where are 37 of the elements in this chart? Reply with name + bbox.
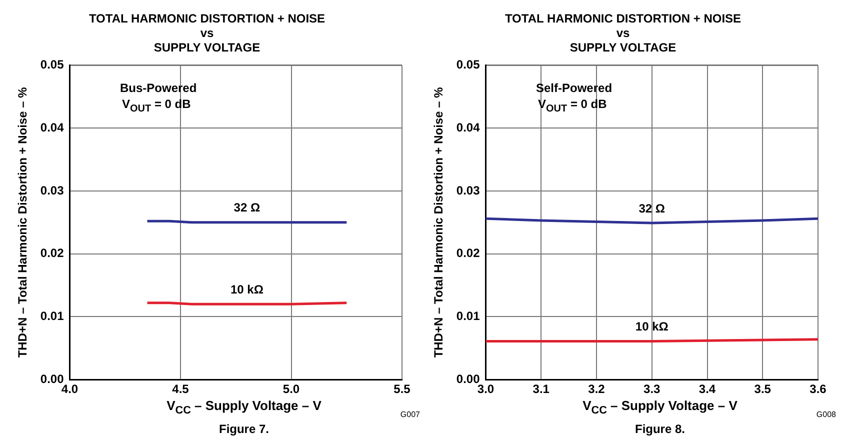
y-tick-label: 0.01 [456, 309, 480, 324]
x-tick-label: 3.2 [588, 382, 606, 396]
x-tick-label: 3.1 [532, 382, 550, 396]
annotation: Self-Powered [536, 80, 612, 96]
y-tick-label: 0.01 [40, 309, 64, 324]
y-axis-title: THD+N – Total Harmonic Distortion + Noise – % [16, 86, 30, 358]
series-label: 32 Ω [234, 200, 260, 215]
series-label: 10 kΩ [635, 320, 669, 334]
y-tick-label: 0.05 [40, 58, 64, 72]
annotation: Bus-Powered [120, 80, 197, 96]
text: G007 [400, 410, 420, 419]
y-axis-title: THD+N – Total Harmonic Distortion + Noise – % [432, 86, 446, 358]
y-tick-label: 0.04 [40, 120, 64, 134]
chart-title: TOTAL HARMONIC DISTORTION + NOISE vs SUPPLY VOLTAGE [504, 12, 742, 54]
x-tick-label: 3.6 [810, 382, 827, 396]
x-axis-title: V$_{CC}$ – Supply Voltage – V [582, 398, 738, 417]
annotation: V$_{OUT}$ = 0 dB [537, 96, 608, 116]
annotation: V$_{OUT}$ = 0 dB [121, 96, 192, 116]
text: G008 [816, 410, 836, 419]
chart-title: TOTAL HARMONIC DISTORTION + NOISE vs SUPPLY VOLTAGE [88, 12, 326, 54]
x-axis-title: V$_{CC}$ – Supply Voltage – V [166, 398, 322, 417]
caption: Figure 7. [218, 422, 270, 436]
x-tick-label: 3.4 [698, 382, 716, 396]
y-tick-label: 0.04 [456, 120, 480, 134]
x-tick-label: 5.5 [394, 382, 411, 396]
x-tick-label: 4.5 [172, 382, 190, 396]
y-tick-label: 0.05 [456, 58, 480, 72]
y-tick-label: 0.03 [40, 183, 64, 198]
y-tick-label: 0.03 [456, 183, 480, 198]
x-tick-label: 3.5 [754, 382, 772, 396]
series-label: 32 Ω [638, 201, 666, 216]
caption: Figure 8. [634, 422, 686, 436]
x-tick-label: 3.3 [644, 382, 661, 396]
y-tick-label: 0.02 [456, 246, 480, 260]
x-tick-label: 5.0 [282, 382, 300, 396]
series-label: 10 kΩ [230, 282, 264, 296]
y-tick-label: 0.02 [40, 246, 64, 260]
